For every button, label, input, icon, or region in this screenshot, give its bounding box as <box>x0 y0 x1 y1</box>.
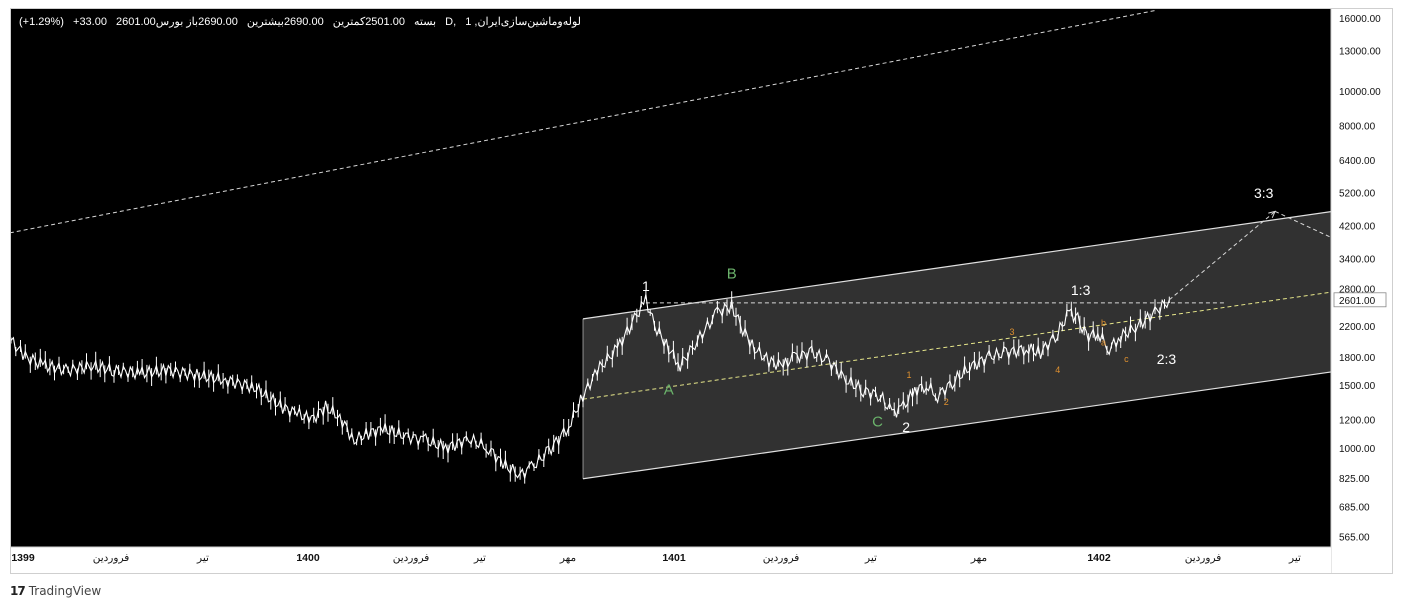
x-tick-label: تیر <box>1288 552 1301 564</box>
y-tick-label: 1000.00 <box>1339 444 1376 455</box>
current-price-label: 2601.00 <box>1339 296 1376 307</box>
y-tick-label: 5200.00 <box>1339 188 1376 199</box>
y-tick-label: 825.00 <box>1339 474 1370 485</box>
symbol-header: (+1.29%) +33.00 2601.00بسته 2501.00کمتری… <box>19 15 587 28</box>
header-symbol[interactable]: لوله‌وماشین‌سازی‌ایران, 1 <box>465 16 582 28</box>
wave-label: 3:3 <box>1254 185 1274 201</box>
y-tick-label: 10000.00 <box>1339 87 1381 98</box>
wave-label: c <box>1124 354 1129 364</box>
x-tick-label: مهر <box>970 552 988 564</box>
projection-segment <box>1168 211 1276 301</box>
outer-dashed-trendline <box>11 10 1156 234</box>
wave-label: 3 <box>1009 327 1014 337</box>
header-change: +33.00 <box>73 16 107 28</box>
x-tick-label: تیر <box>196 552 209 564</box>
y-tick-label: 16000.00 <box>1339 14 1381 25</box>
wave-label: b <box>1101 318 1106 328</box>
x-tick-label: 1402 <box>1087 552 1111 564</box>
header-change-pct: (+1.29%) <box>19 16 64 28</box>
wave-label: 2 <box>944 397 949 407</box>
watermark-text: TradingView <box>28 584 102 598</box>
price-axis-panel <box>1331 9 1392 573</box>
tv-logo-icon: 17 <box>10 584 26 598</box>
price-series-line <box>11 294 1170 479</box>
y-tick-label: 1800.00 <box>1339 353 1376 364</box>
chart-area[interactable]: 1BAC212341:3bac2:33:34:3316000.0013000.0… <box>10 8 1393 574</box>
header-open: 2690.00باز <box>186 16 238 28</box>
wave-label: 2 <box>902 419 910 435</box>
x-tick-label: فروردین <box>1185 552 1222 564</box>
x-tick-label: 1399 <box>11 552 35 564</box>
y-tick-label: 1500.00 <box>1339 381 1376 392</box>
y-tick-label: 2200.00 <box>1339 322 1376 333</box>
header-low: 2501.00کمترین <box>332 16 405 28</box>
wave-label: 1:3 <box>1071 282 1091 298</box>
y-tick-label: 565.00 <box>1339 533 1370 544</box>
current-price-tag <box>1333 292 1387 308</box>
y-tick-label: 4200.00 <box>1339 222 1376 233</box>
x-tick-label: مهر <box>559 552 577 564</box>
x-tick-label: 1401 <box>662 552 686 564</box>
header-close: 2601.00بسته <box>116 16 437 28</box>
wave-label: 1 <box>907 370 912 380</box>
y-tick-label: 685.00 <box>1339 503 1370 514</box>
x-tick-label: تیر <box>473 552 486 564</box>
x-tick-label: تیر <box>864 552 877 564</box>
y-tick-label: 1200.00 <box>1339 416 1376 427</box>
y-tick-label: 2800.00 <box>1339 284 1376 295</box>
wave-label: B <box>727 266 737 283</box>
x-tick-label: فروردین <box>93 552 130 564</box>
price-bars <box>11 290 1170 484</box>
chart-canvas[interactable]: 1BAC212341:3bac2:33:34:3316000.0013000.0… <box>11 9 1392 573</box>
header-exchange: بورس D, <box>155 16 457 28</box>
x-tick-label: فروردین <box>393 552 430 564</box>
tradingview-watermark: 17 TradingView <box>10 584 101 598</box>
y-tick-label: 3400.00 <box>1339 254 1376 265</box>
wave-label: A <box>664 382 674 399</box>
wave-label: 4 <box>1055 365 1060 375</box>
x-tick-label: 1400 <box>296 552 320 564</box>
wave-label: 2:3 <box>1157 351 1177 367</box>
y-tick-label: 13000.00 <box>1339 46 1381 57</box>
wave-label: a <box>1101 337 1106 347</box>
y-tick-label: 8000.00 <box>1339 122 1376 133</box>
y-tick-label: 6400.00 <box>1339 156 1376 167</box>
x-tick-label: فروردین <box>763 552 800 564</box>
wave-label: C <box>872 413 883 430</box>
header-high: 2690.00بیشترین <box>246 16 324 28</box>
wave-label: 1 <box>642 278 650 294</box>
time-axis-panel <box>11 547 1331 573</box>
